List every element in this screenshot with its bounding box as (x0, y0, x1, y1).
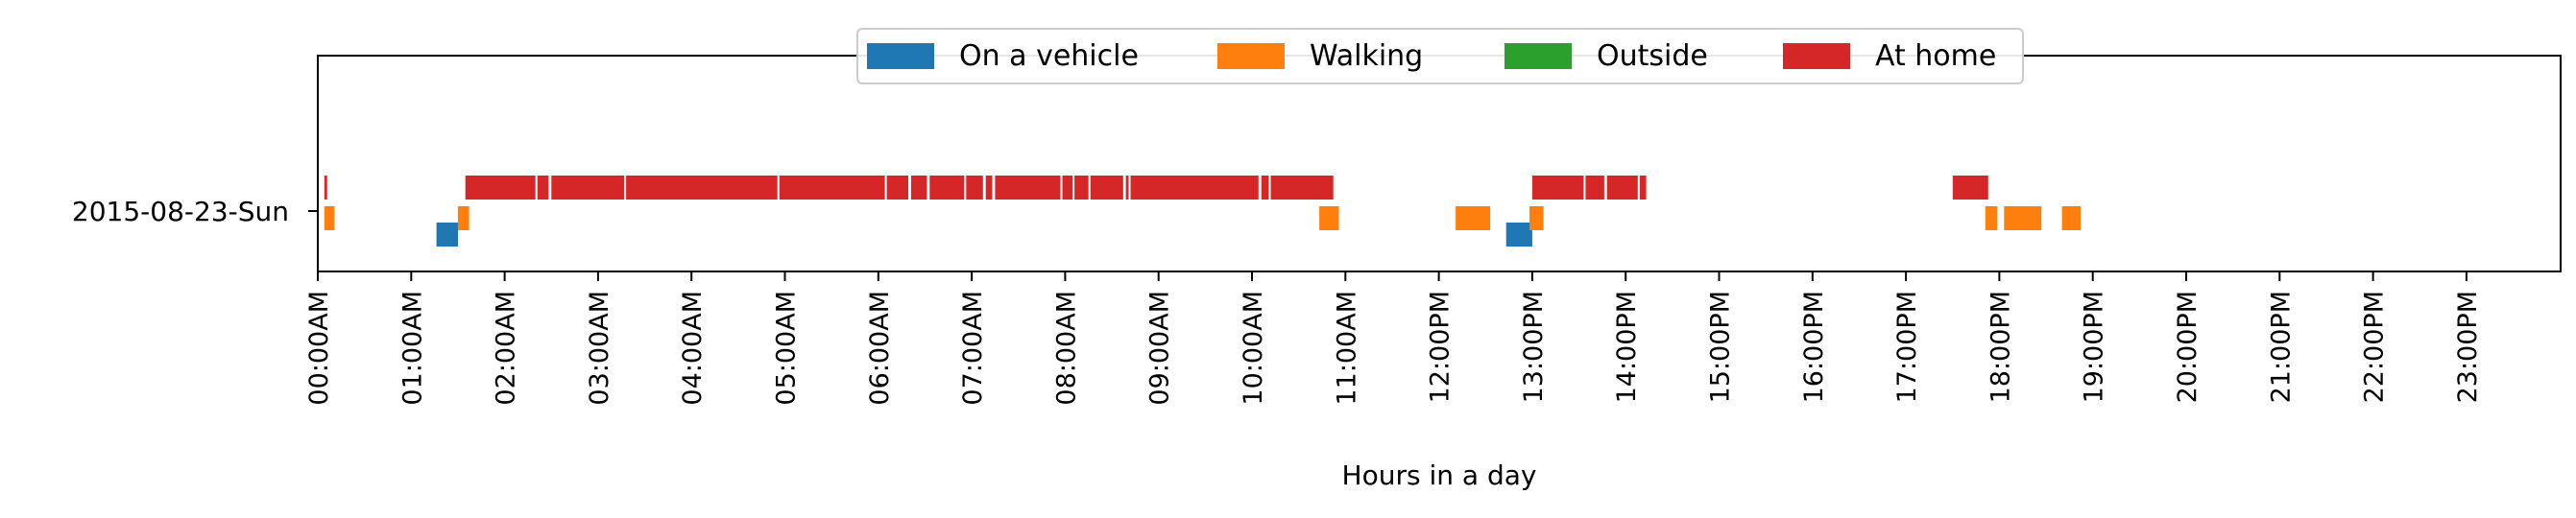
bar-walking-7 (2061, 206, 2082, 230)
bar-at-home-21 (1606, 176, 1638, 200)
bar-walking-1 (457, 206, 469, 230)
bar-at-home-23 (1952, 176, 1988, 200)
x-tick-label: 03:00AM (585, 291, 614, 406)
bar-at-home-16 (1130, 176, 1259, 200)
legend-label-at-home: At home (1875, 39, 1996, 73)
bar-at-home-6 (886, 176, 908, 200)
bar-at-home-2 (537, 176, 549, 200)
legend-swatch-outside (1505, 43, 1572, 69)
bar-at-home-11 (995, 176, 1061, 200)
x-tick-label: 16:00PM (1799, 291, 1829, 403)
bar-at-home-17 (1261, 176, 1269, 200)
bar-walking-2 (1319, 206, 1339, 230)
legend-swatch-walking (1217, 43, 1285, 69)
x-tick-label: 21:00PM (2266, 291, 2296, 403)
bar-at-home-7 (910, 176, 927, 200)
bar-on-a-vehicle-0 (436, 223, 458, 247)
bar-walking-0 (324, 206, 335, 230)
legend: On a vehicle Walking Outside At home (856, 28, 2024, 84)
x-tick-label: 15:00PM (1706, 291, 1736, 403)
bar-at-home-13 (1074, 176, 1089, 200)
bar-at-home-10 (985, 176, 993, 200)
x-tick-label: 13:00PM (1519, 291, 1549, 403)
x-tick-label: 23:00PM (2453, 291, 2483, 403)
bar-at-home-4 (626, 176, 778, 200)
plot-area (318, 56, 2561, 271)
x-tick-label: 10:00AM (1239, 291, 1268, 406)
bar-at-home-8 (929, 176, 965, 200)
bar-walking-5 (1985, 206, 1998, 230)
y-tick-label: 2015-08-23-Sun (72, 196, 289, 227)
bar-at-home-20 (1585, 176, 1604, 200)
x-tick-label: 06:00AM (865, 291, 895, 406)
x-tick-label: 11:00AM (1332, 291, 1361, 406)
data-bars (324, 176, 2082, 247)
bar-at-home-15 (1125, 176, 1129, 200)
bar-walking-3 (1456, 206, 1491, 230)
bar-at-home-9 (966, 176, 983, 200)
x-tick-label: 08:00AM (1051, 291, 1081, 406)
x-tick-label: 01:00AM (397, 291, 427, 406)
bar-at-home-3 (551, 176, 625, 200)
x-tick-label: 07:00AM (958, 291, 988, 406)
legend-label-walking: Walking (1310, 39, 1423, 73)
bar-on-a-vehicle-1 (1505, 223, 1532, 247)
bar-at-home-0 (324, 176, 327, 200)
bar-at-home-5 (779, 176, 885, 200)
y-axis: 2015-08-23-Sun (72, 196, 318, 227)
x-tick-label: 14:00PM (1612, 291, 1642, 403)
legend-box (856, 28, 2024, 84)
x-tick-label: 04:00AM (678, 291, 708, 406)
x-tick-label: 00:00AM (304, 291, 334, 406)
bar-at-home-22 (1639, 176, 1647, 200)
x-tick-label: 05:00AM (772, 291, 802, 406)
bar-at-home-19 (1531, 176, 1584, 200)
x-tick-label: 09:00AM (1145, 291, 1175, 406)
legend-swatch-at-home (1783, 43, 1850, 69)
x-tick-label: 19:00PM (2080, 291, 2109, 403)
x-axis-label: Hours in a day (1342, 459, 1537, 491)
x-tick-label: 20:00PM (2173, 291, 2203, 403)
bar-at-home-18 (1270, 176, 1334, 200)
x-tick-label: 12:00PM (1426, 291, 1456, 403)
x-tick-label: 18:00PM (1986, 291, 2015, 403)
bar-at-home-12 (1062, 176, 1073, 200)
x-tick-label: 22:00PM (2360, 291, 2390, 403)
bar-walking-6 (2004, 206, 2042, 230)
bar-at-home-14 (1090, 176, 1123, 200)
bar-walking-4 (1529, 206, 1544, 230)
x-tick-label: 17:00PM (1892, 291, 1922, 403)
x-axis: 00:00AM 01:00AM 02:00AM 03:00AM 04:00AM 05:00… (304, 271, 2483, 406)
legend-swatch-on-a-vehicle (867, 43, 934, 69)
legend-label-outside: Outside (1597, 39, 1708, 73)
x-tick-label: 02:00AM (492, 291, 521, 406)
legend-label-on-a-vehicle: On a vehicle (959, 39, 1139, 73)
bar-at-home-1 (465, 176, 536, 200)
